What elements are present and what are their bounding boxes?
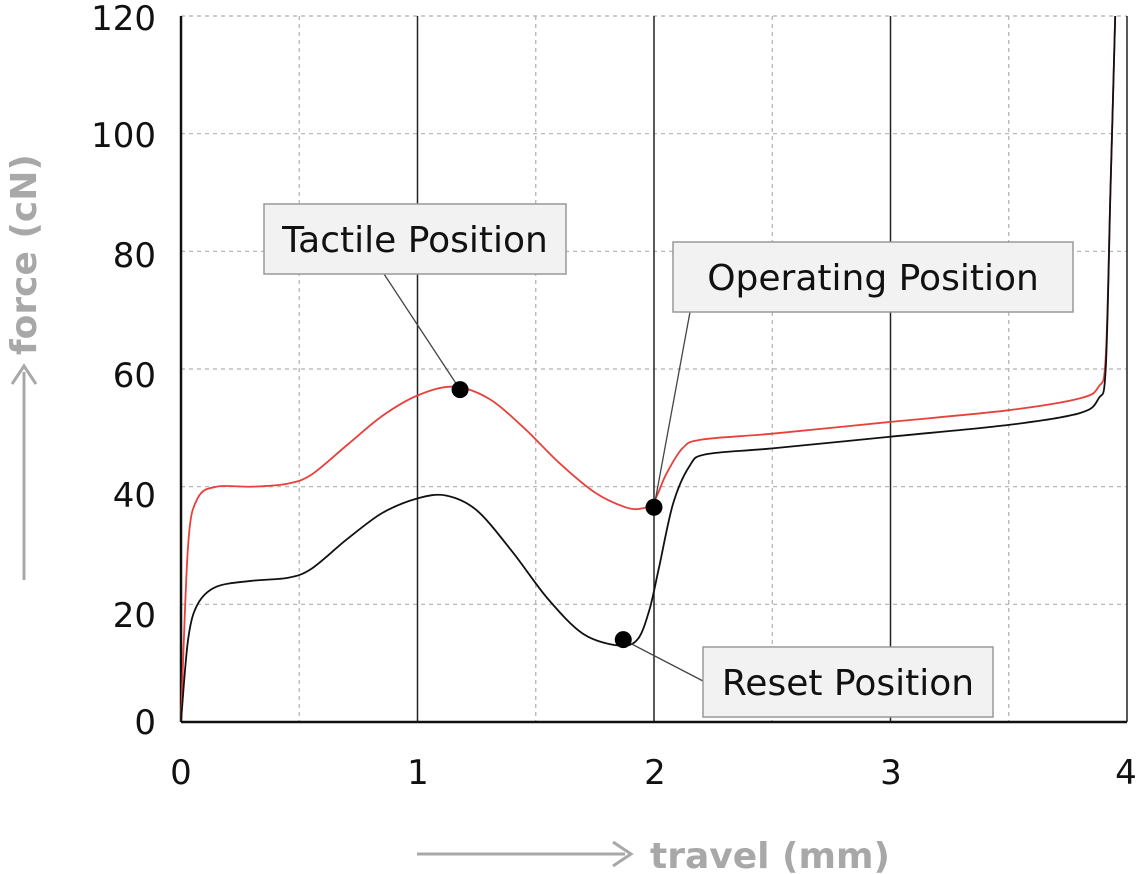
callout-leaders [383, 273, 704, 682]
callout-box [702, 646, 994, 718]
position-marker [645, 498, 663, 516]
callout-tactile: Tactile Position [263, 203, 567, 275]
callout-reset: Reset Position [702, 646, 994, 718]
y-arrow-head [10, 363, 38, 385]
x-tick-label: 2 [644, 753, 666, 793]
x-arrow-head [612, 840, 634, 868]
press-curve [180, 15, 1117, 723]
grid [179, 15, 1128, 724]
callout-box [672, 241, 1074, 313]
x-tick-label: 1 [407, 753, 429, 793]
y-tick-label: 0 [134, 703, 156, 743]
tick-labels: 0 20 40 60 80 100 120 0 1 2 3 4 [91, 0, 1137, 793]
callout-box [263, 203, 567, 275]
leader-line [653, 311, 691, 508]
y-tick-label: 120 [91, 0, 156, 39]
position-marker [614, 631, 632, 649]
y-axis-label: force (cN) [4, 154, 45, 355]
leader-line [383, 273, 461, 390]
y-tick-label: 100 [91, 116, 156, 156]
position-marker [451, 381, 469, 399]
x-axis-title: travel (mm) [417, 836, 890, 874]
leader-line [622, 639, 704, 682]
callout-markers [451, 381, 663, 649]
x-axis-label: travel (mm) [650, 836, 890, 874]
x-tick-label: 0 [170, 753, 192, 793]
callout-label: Tactile Position [281, 220, 548, 261]
y-tick-label: 40 [113, 476, 156, 516]
callout-label: Reset Position [722, 663, 974, 704]
callout-label: Operating Position [707, 258, 1039, 299]
x-tick-label: 4 [1115, 753, 1137, 793]
x-tick-label: 3 [880, 753, 902, 793]
y-tick-label: 60 [113, 356, 156, 396]
y-tick-label: 80 [113, 236, 156, 276]
callout-operating: Operating Position [672, 241, 1074, 313]
y-tick-label: 20 [113, 596, 156, 636]
y-axis-title: force (cN) [4, 154, 45, 580]
